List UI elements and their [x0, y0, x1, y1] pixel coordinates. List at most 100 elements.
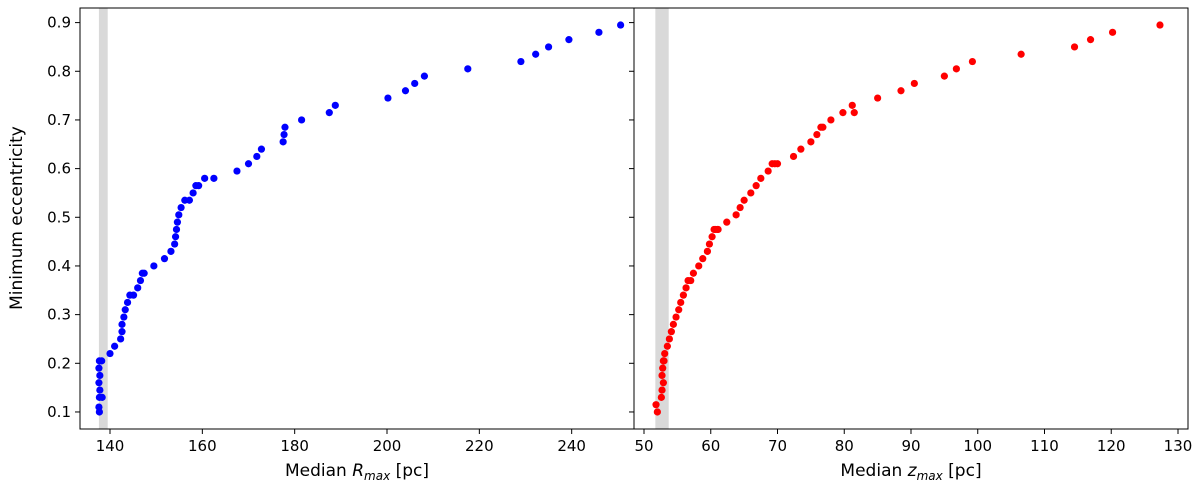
panel-left-point-44: [279, 138, 287, 146]
panel-right-point-20: [687, 276, 695, 285]
panel-right-point-30: [714, 225, 722, 234]
panel-right-x-tick-label-7: 120: [1097, 437, 1126, 455]
panel-right-point-62: [1156, 21, 1164, 29]
panel-left-point-6: [96, 371, 104, 380]
panel-right-point-43: [797, 145, 805, 153]
panel-left-point-28: [171, 233, 180, 241]
panel-right-point-6: [659, 364, 667, 372]
panel-left-y-tick-label-2: 0.3: [47, 306, 71, 324]
panel-right-point-11: [665, 335, 673, 343]
panel-right-point-32: [732, 211, 740, 219]
panel-left-x-tick-label-4: 220: [465, 437, 494, 455]
panel-left-point-55: [517, 57, 525, 66]
panel-left-x-tick-label-5: 240: [557, 437, 586, 455]
panel-left-point-41: [244, 160, 253, 168]
panel-left-point-35: [189, 189, 197, 197]
panel-left-point-42: [253, 152, 261, 161]
panel-right-x-tick-label-2: 70: [768, 437, 787, 455]
panel-left-x-axis-label: Median Rmax [pc]: [285, 461, 429, 483]
panel-right-point-36: [752, 182, 760, 190]
panel-left-point-29: [172, 225, 181, 234]
panel-right-point-57: [968, 57, 977, 66]
panel-right-point-56: [952, 65, 960, 73]
panel-left-y-tick-label-4: 0.5: [47, 208, 71, 226]
panel-right-x-tick-label-5: 100: [963, 437, 992, 455]
panel-right-x-tick-label-8: 130: [1164, 437, 1193, 455]
panel-left-point-21: [136, 276, 145, 285]
panel-right-point-52: [874, 94, 882, 102]
panel-right-axes-frame: [633, 7, 1189, 430]
panel-right-point-31: [723, 218, 731, 226]
panel-left-point-12: [117, 335, 125, 343]
panel-right-point-33: [736, 203, 744, 212]
panel-left-point-53: [420, 72, 429, 80]
panel-right-shaded-band: [655, 8, 669, 429]
panel-right-point-41: [773, 160, 782, 168]
panel-left-point-57: [544, 43, 553, 51]
panel-left-y-tick-label-1: 0.2: [47, 354, 71, 372]
panel-right-point-2: [657, 393, 665, 401]
panel-left-point-13: [118, 328, 126, 336]
panel-right-point-44: [807, 138, 815, 146]
panel-left-point-34: [185, 196, 194, 204]
panel-left-point-47: [298, 116, 306, 124]
panel-right-x-axis-label: Median zmax [pc]: [840, 461, 981, 483]
panel-left-point-7: [95, 364, 103, 372]
panel-right-point-47: [819, 123, 827, 131]
panel-left-point-60: [617, 21, 625, 29]
panel-right-point-3: [658, 386, 666, 394]
panel-right-point-49: [839, 109, 847, 117]
panel-left-point-27: [171, 240, 179, 248]
panel-left-point-49: [331, 101, 339, 109]
panel-right-point-1: [652, 401, 660, 409]
panel-left-point-37: [195, 182, 203, 190]
panel-right-x-tick-label-1: 60: [701, 437, 720, 455]
panel-left-x-tick-label-1: 160: [188, 437, 217, 455]
panel-right-point-17: [679, 291, 687, 299]
panel-left-point-52: [411, 79, 419, 88]
panel-left-point-26: [167, 247, 175, 255]
panel-left-point-31: [175, 211, 183, 219]
panel-left-point-51: [401, 87, 410, 95]
panel-left-point-1: [95, 403, 103, 411]
panel-right-point-21: [689, 269, 698, 277]
panel-left-point-10: [106, 349, 114, 358]
panel-right-point-24: [703, 247, 712, 255]
panel-left-point-3: [98, 393, 106, 401]
panel-left-point-59: [595, 28, 603, 36]
panel-right-point-13: [669, 320, 677, 328]
panel-left: 0.1 0.2 0.3 0.4 0.5 0.6 0.7 0.8 0.9 140 160 180 200 2…: [47, 7, 635, 483]
panel-right-x-tick-label-6: 110: [1030, 437, 1059, 455]
panel-right-point-53: [897, 87, 905, 95]
panel-right-point-55: [940, 72, 948, 80]
panel-right-point-51: [848, 101, 856, 109]
panel-right-x-tick-label-4: 90: [901, 437, 920, 455]
panel-left-shaded-band: [98, 8, 108, 429]
panel-left-x-tick-label-0: 140: [96, 437, 125, 455]
panel-left-x-tick-label-3: 200: [373, 437, 402, 455]
panel-right-point-16: [677, 298, 685, 307]
panel-right-point-61: [1108, 28, 1117, 36]
panel-left-point-9: [98, 357, 106, 365]
panel-left-point-38: [201, 174, 209, 182]
panel-right-point-50: [850, 109, 858, 117]
panel-left-point-14: [118, 320, 126, 328]
panel-left-point-40: [233, 167, 241, 175]
y-axis-label: Minimum eccentricity: [7, 126, 27, 310]
panel-left-point-46: [281, 123, 289, 131]
panel-right-point-8: [660, 357, 668, 365]
panel-left-y-tick-label-6: 0.7: [47, 111, 71, 129]
panel-right-point-38: [764, 167, 772, 175]
panel-right-point-12: [667, 328, 675, 336]
panel-left-point-16: [121, 306, 129, 314]
panel-left-point-11: [111, 342, 119, 350]
panel-left-point-43: [257, 145, 266, 153]
panel-right-point-0: [653, 408, 661, 416]
panel-left-point-19: [129, 291, 138, 299]
panel-right: 50 60 70 80 90 100 110 120 130 Median zmax [pc]: [629, 7, 1193, 483]
panel-right-x-tick-label-3: 80: [835, 437, 854, 455]
panel-right-point-45: [813, 130, 821, 139]
panel-left-y-tick-label-5: 0.6: [47, 160, 71, 178]
panel-right-point-59: [1070, 43, 1079, 51]
